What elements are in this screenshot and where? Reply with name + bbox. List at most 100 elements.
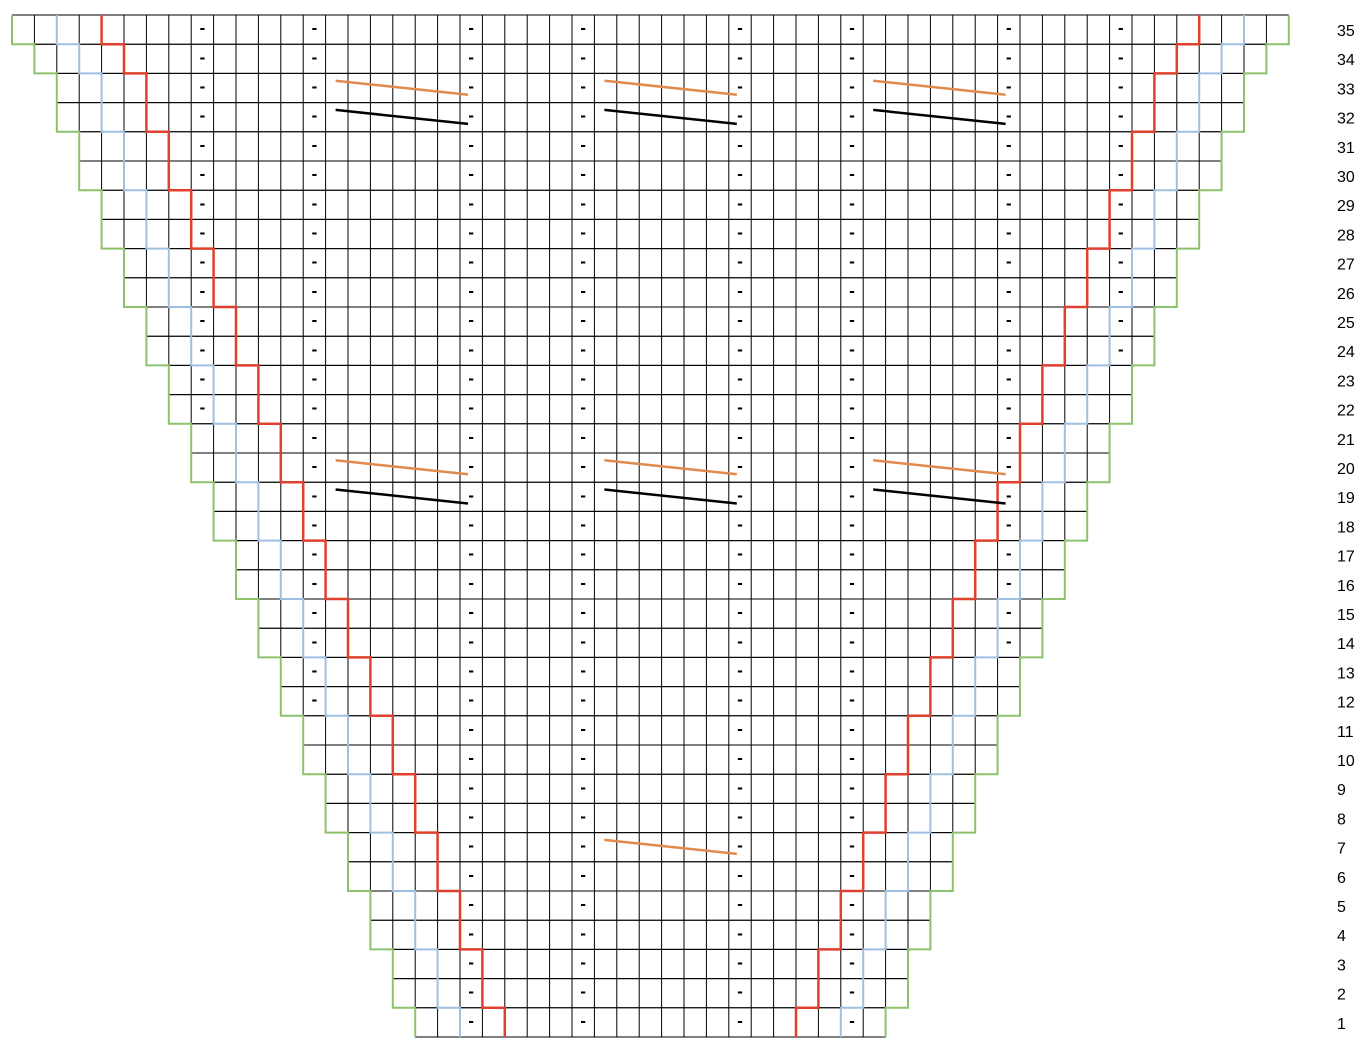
purl-symbol: -: [1006, 605, 1012, 621]
purl-symbol: -: [199, 401, 205, 417]
purl-symbol: -: [580, 488, 586, 504]
purl-symbol: -: [849, 518, 855, 534]
purl-symbol: -: [580, 1014, 586, 1030]
purl-symbol: -: [468, 634, 474, 650]
purl-symbol: -: [849, 605, 855, 621]
purl-symbol: -: [199, 138, 205, 154]
purl-symbol: -: [1118, 196, 1124, 212]
purl-symbol: -: [311, 459, 317, 475]
purl-symbol: -: [199, 342, 205, 358]
row-number-label: 23: [1337, 373, 1355, 390]
purl-symbol: -: [1006, 21, 1012, 37]
purl-symbol: -: [1006, 547, 1012, 563]
row-number-label: 31: [1337, 140, 1355, 157]
purl-symbol: -: [468, 430, 474, 446]
purl-symbol: -: [199, 21, 205, 37]
purl-symbol: -: [849, 956, 855, 972]
purl-symbol: -: [849, 985, 855, 1001]
purl-symbol: -: [311, 664, 317, 680]
purl-symbol: -: [468, 167, 474, 183]
row-number-label: 26: [1337, 286, 1355, 303]
row-number-label: 22: [1337, 403, 1355, 420]
purl-symbol: -: [468, 868, 474, 884]
purl-symbol: -: [199, 109, 205, 125]
purl-symbol: -: [737, 518, 743, 534]
row-number-label: 2: [1337, 987, 1346, 1004]
purl-symbol: -: [580, 430, 586, 446]
purl-symbol: -: [311, 80, 317, 96]
purl-symbol: -: [311, 255, 317, 271]
purl-symbol: -: [1118, 284, 1124, 300]
purl-symbol: -: [580, 897, 586, 913]
purl-symbol: -: [737, 488, 743, 504]
purl-symbol: -: [849, 839, 855, 855]
purl-symbol: -: [1118, 50, 1124, 66]
purl-symbol: -: [468, 664, 474, 680]
purl-symbol: -: [580, 21, 586, 37]
purl-symbol: -: [468, 138, 474, 154]
row-number-label: 35: [1337, 23, 1355, 40]
purl-layer: - - - - - - - - - - - - - - - - - - - - - - - - - - - - - - - - - - - - - - - -…: [199, 21, 1123, 1030]
purl-symbol: -: [468, 284, 474, 300]
purl-symbol: -: [580, 722, 586, 738]
purl-symbol: -: [849, 722, 855, 738]
purl-symbol: -: [737, 138, 743, 154]
purl-symbol: -: [737, 634, 743, 650]
purl-symbol: -: [1006, 284, 1012, 300]
purl-symbol: -: [199, 372, 205, 388]
purl-symbol: -: [468, 372, 474, 388]
red-marker-left: [100, 15, 507, 1037]
purl-symbol: -: [580, 810, 586, 826]
purl-symbol: -: [468, 547, 474, 563]
purl-symbol: -: [737, 605, 743, 621]
purl-symbol: -: [468, 751, 474, 767]
purl-symbol: -: [468, 1014, 474, 1030]
cable-layer: [335, 79, 1006, 856]
purl-symbol: -: [199, 167, 205, 183]
purl-symbol: -: [849, 926, 855, 942]
purl-symbol: -: [580, 518, 586, 534]
purl-symbol: -: [737, 868, 743, 884]
purl-symbol: -: [737, 576, 743, 592]
purl-symbol: -: [580, 109, 586, 125]
purl-symbol: -: [311, 50, 317, 66]
purl-symbol: -: [468, 226, 474, 242]
purl-symbol: -: [849, 576, 855, 592]
purl-symbol: -: [580, 664, 586, 680]
purl-symbol: -: [311, 284, 317, 300]
purl-symbol: -: [199, 196, 205, 212]
purl-symbol: -: [849, 138, 855, 154]
purl-symbol: -: [849, 1014, 855, 1030]
purl-symbol: -: [311, 138, 317, 154]
cable-line-black: [873, 488, 1006, 505]
purl-symbol: -: [311, 372, 317, 388]
cable-line-black: [335, 108, 469, 126]
purl-symbol: -: [580, 634, 586, 650]
purl-symbol: -: [1118, 21, 1124, 37]
purl-symbol: -: [737, 926, 743, 942]
purl-symbol: -: [311, 109, 317, 125]
purl-symbol: -: [849, 80, 855, 96]
purl-symbol: -: [737, 430, 743, 446]
purl-symbol: -: [468, 488, 474, 504]
purl-symbol: -: [311, 401, 317, 417]
purl-symbol: -: [737, 839, 743, 855]
purl-symbol: -: [468, 897, 474, 913]
blue-marker-right: [839, 15, 1245, 1037]
purl-symbol: -: [737, 196, 743, 212]
purl-symbol: -: [737, 1014, 743, 1030]
purl-symbol: -: [580, 313, 586, 329]
purl-symbol: -: [737, 226, 743, 242]
row-number-label: 28: [1337, 227, 1355, 244]
purl-symbol: -: [580, 868, 586, 884]
purl-symbol: -: [737, 693, 743, 709]
cable-line-orange: [604, 459, 737, 476]
row-number-label: 10: [1337, 753, 1355, 770]
purl-symbol: -: [199, 284, 205, 300]
purl-symbol: -: [737, 780, 743, 796]
purl-symbol: -: [580, 605, 586, 621]
purl-symbol: -: [737, 80, 743, 96]
purl-symbol: -: [468, 342, 474, 358]
purl-symbol: -: [1006, 459, 1012, 475]
